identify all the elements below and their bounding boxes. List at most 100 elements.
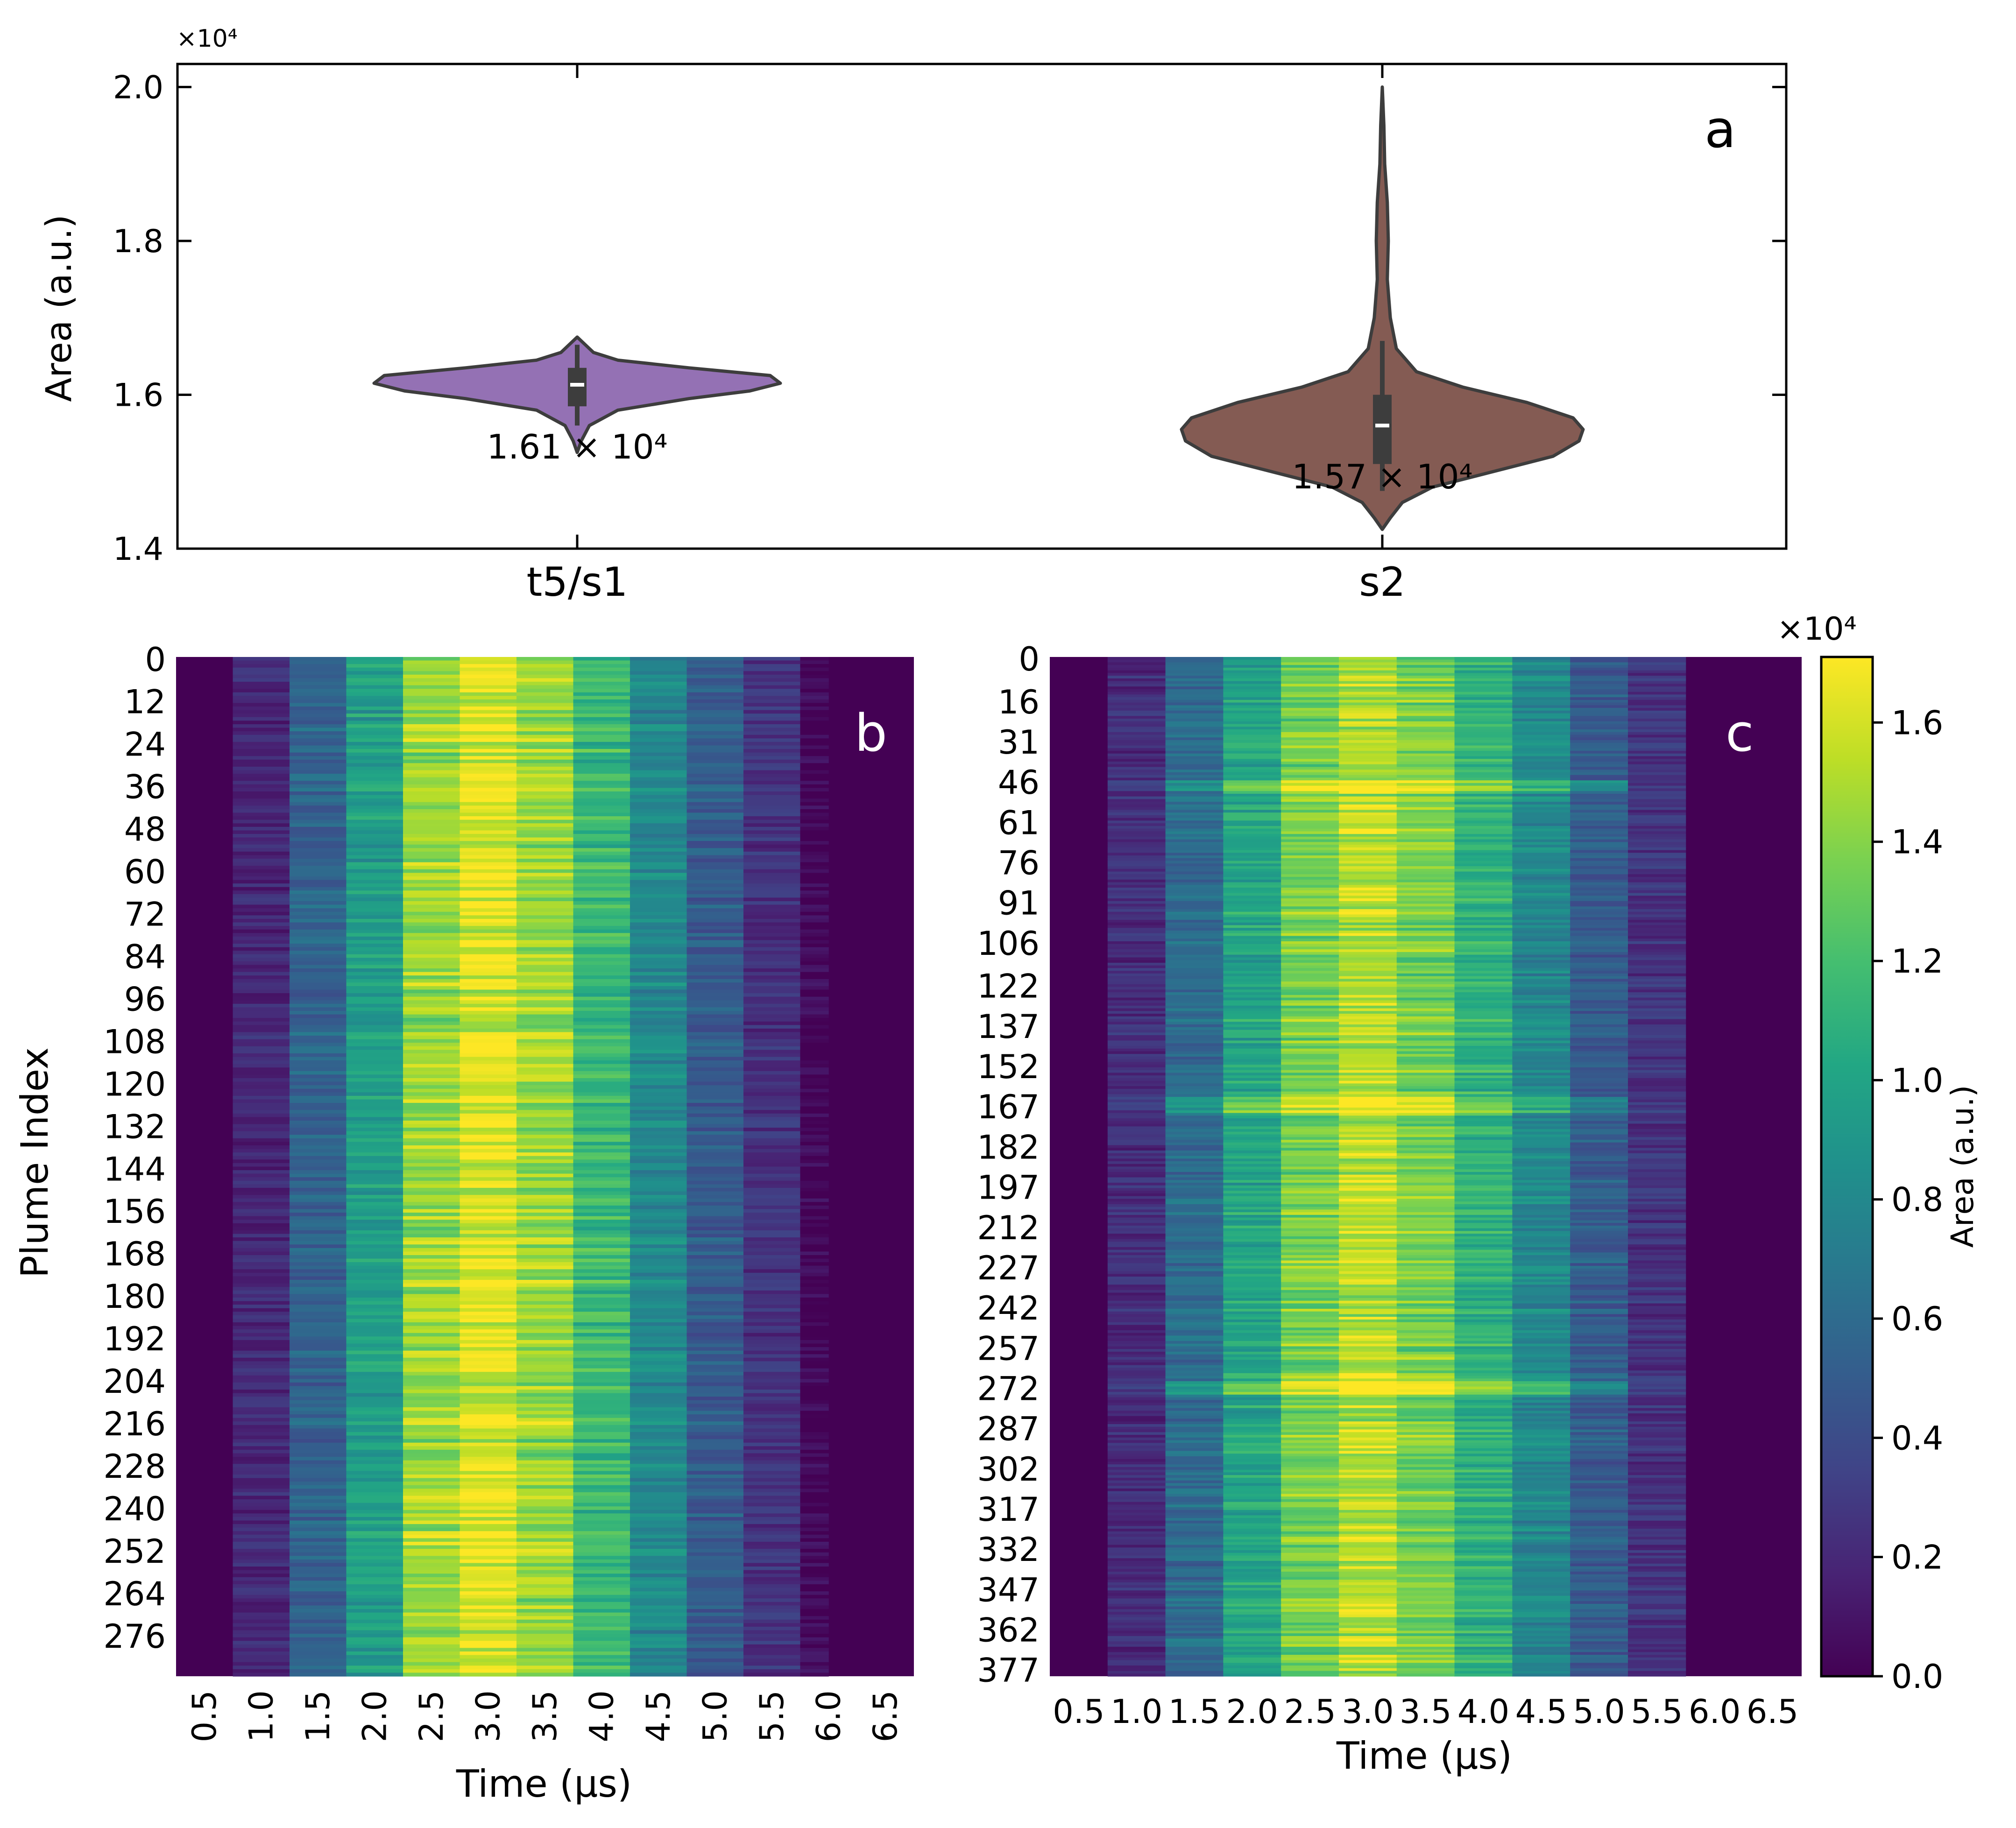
heatmap-cell <box>460 1138 517 1143</box>
heatmap-cell <box>346 784 403 789</box>
heatmap-cell <box>1396 831 1455 834</box>
heatmap-cell <box>1107 898 1166 902</box>
heatmap-cell <box>1570 818 1628 821</box>
heatmap-cell <box>1281 710 1339 714</box>
heatmap-cell <box>800 961 829 966</box>
heatmap-cell <box>800 1482 829 1486</box>
heatmap-cell <box>686 1195 744 1199</box>
heatmap-cell <box>233 894 290 898</box>
heatmap-cell <box>460 671 517 675</box>
heatmap-cell <box>460 859 517 863</box>
heatmap-cell <box>1628 665 1686 668</box>
heatmap-cell <box>1223 1062 1281 1065</box>
panel-b-y-axis-label: Plume Index <box>13 1047 57 1278</box>
heatmap-cell <box>1512 984 1570 988</box>
heatmap-cell <box>290 1577 347 1581</box>
heatmap-cell <box>573 1478 630 1482</box>
heatmap-cell <box>346 1032 403 1036</box>
heatmap-cell <box>1512 1051 1570 1054</box>
heatmap-cell <box>233 703 290 707</box>
heatmap-cell <box>743 749 800 753</box>
heatmap-cell <box>630 1234 687 1238</box>
heatmap-cell <box>1512 734 1570 738</box>
heatmap-cell <box>403 873 460 877</box>
heatmap-cell <box>1454 979 1513 982</box>
heatmap-cell <box>1454 692 1513 695</box>
heatmap-cell <box>460 703 517 707</box>
heatmap-cell <box>1570 676 1628 679</box>
heatmap-cell <box>573 993 630 997</box>
heatmap-cell <box>1339 710 1397 714</box>
heatmap-cell <box>516 1319 573 1323</box>
heatmap-cell <box>1281 917 1339 920</box>
heatmap-cell <box>686 710 744 714</box>
heatmap-cell <box>1107 863 1166 867</box>
heatmap-cell <box>743 1524 800 1528</box>
heatmap-cell <box>686 1010 744 1015</box>
heatmap-cell <box>686 1357 744 1362</box>
heatmap-cell <box>743 1187 800 1192</box>
heatmap-cell <box>460 1570 517 1574</box>
heatmap-cell <box>403 724 460 728</box>
heatmap-cell <box>290 784 347 789</box>
heatmap-cell <box>346 1187 403 1192</box>
heatmap-cell <box>1454 796 1513 800</box>
heatmap-cell <box>1107 734 1166 738</box>
heatmap-cell <box>1339 745 1397 748</box>
heatmap-cell <box>233 1032 290 1036</box>
heatmap-cell <box>516 1149 573 1153</box>
heatmap-cell <box>1281 885 1339 888</box>
heatmap-cell <box>1454 788 1513 791</box>
heatmap-cell <box>233 685 290 689</box>
heatmap-cell <box>1570 1105 1628 1108</box>
heatmap-cell <box>290 1272 347 1277</box>
heatmap-cell <box>1628 802 1686 805</box>
heatmap-cell <box>1339 689 1397 692</box>
heatmap-cell <box>516 1619 573 1623</box>
heatmap-cell <box>1223 826 1281 829</box>
heatmap-cell <box>290 876 347 881</box>
heatmap-cell <box>1107 670 1166 674</box>
heatmap-cell <box>686 1290 744 1294</box>
heatmap-cell <box>573 674 630 679</box>
heatmap-cell <box>573 1138 630 1143</box>
heatmap-cell <box>630 759 687 763</box>
heatmap-cell <box>1281 759 1339 762</box>
heatmap-cell <box>630 1513 687 1517</box>
heatmap-cell <box>1107 1056 1166 1060</box>
heatmap-cell <box>1454 793 1513 797</box>
heatmap-cell <box>1512 1110 1570 1114</box>
heatmap-cell <box>1396 845 1455 848</box>
heatmap-cell <box>573 1506 630 1510</box>
heatmap-cell <box>1396 890 1455 894</box>
heatmap-cell <box>1339 888 1397 891</box>
heatmap-cell <box>573 1272 630 1277</box>
heatmap-cell <box>460 1287 517 1291</box>
heatmap-cell <box>1339 911 1397 915</box>
heatmap-cell <box>630 844 687 848</box>
heatmap-cell <box>1281 946 1339 950</box>
heatmap-cell <box>516 738 573 742</box>
heatmap-cell <box>573 727 630 732</box>
heatmap-cell <box>346 1305 403 1309</box>
heatmap-cell <box>1396 745 1455 748</box>
heatmap-cell <box>403 1626 460 1631</box>
heatmap-cell <box>1454 928 1513 931</box>
heatmap-cell <box>403 1489 460 1493</box>
heatmap-cell <box>630 1262 687 1266</box>
heatmap-cell <box>743 752 800 756</box>
heatmap-cell <box>233 830 290 834</box>
heatmap-cell <box>630 1623 687 1627</box>
heatmap-cell <box>686 918 744 923</box>
heatmap-cell <box>1396 893 1455 896</box>
heatmap-cell <box>1454 1088 1513 1092</box>
heatmap-cell <box>233 1673 290 1677</box>
heatmap-cell <box>460 1496 517 1500</box>
heatmap-cell <box>630 1025 687 1029</box>
heatmap-cell <box>516 1071 573 1075</box>
heatmap-cell <box>233 1071 290 1075</box>
heatmap-cell <box>1281 984 1339 988</box>
heatmap-cell <box>743 1347 800 1351</box>
heatmap-cell <box>1223 939 1281 942</box>
heatmap-cell <box>1281 930 1339 934</box>
